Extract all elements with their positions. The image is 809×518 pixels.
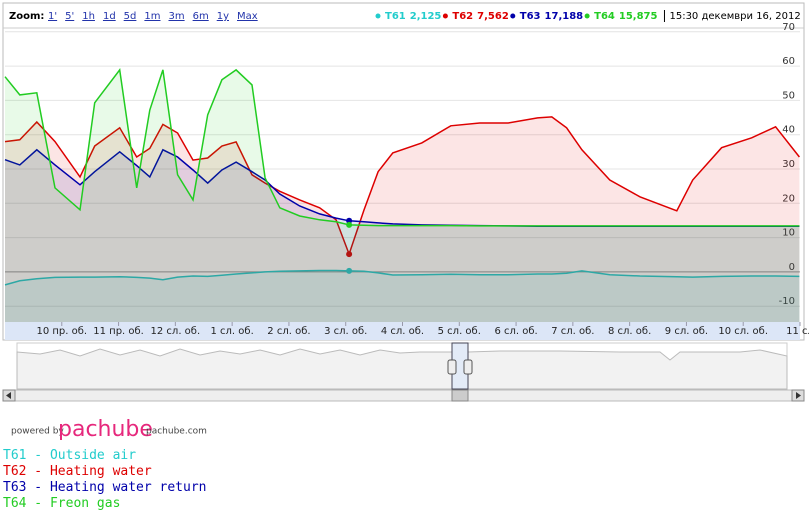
series-line: [4, 269, 800, 286]
legend-value: T64: [594, 11, 615, 22]
hover-point: [346, 251, 353, 258]
legend-dot: [375, 13, 381, 19]
x-axis-band: [5, 322, 800, 340]
zoom-option[interactable]: 1': [48, 11, 57, 22]
x-tick-label: 9 сл. об.: [665, 326, 708, 337]
logo: pachube: [58, 417, 153, 440]
x-tick-label: 12 сл. об.: [151, 326, 201, 337]
x-tick-label: 3 сл. об.: [324, 326, 367, 337]
x-tick-label: 11 пр. об.: [93, 326, 144, 337]
y-tick-label: 30: [782, 159, 795, 170]
chart: Zoom: 1' 5' 1h 1d 5d 1m 3m 6m 1y Max T61 2,125 T62 7…: [2, 2, 809, 440]
zoom-option[interactable]: 1m: [144, 11, 160, 22]
series-line: [4, 68, 800, 227]
zoom-label: Zoom:: [9, 11, 44, 22]
navigator-series: [467, 349, 788, 390]
series-area: [5, 270, 800, 322]
legend-entry: T61 - Outside air: [3, 448, 137, 463]
legend-value: 17,188: [545, 11, 584, 22]
legend-entry: T62 - Heating water: [3, 464, 152, 479]
y-tick-label: 60: [782, 56, 795, 67]
zoom-option[interactable]: 1h: [82, 11, 95, 22]
series-area: [5, 149, 800, 322]
site: pachube.com: [146, 427, 207, 437]
legend-dot: [510, 13, 516, 19]
y-tick-label: 0: [789, 262, 795, 273]
navigator-handle[interactable]: [447, 359, 457, 375]
series-area: [5, 116, 800, 323]
navigator-series: [16, 348, 453, 390]
hover-point: [346, 217, 353, 224]
scrollbar: [2, 389, 805, 402]
x-tick-label: 5 сл. об.: [438, 326, 481, 337]
y-tick-label: 70: [782, 22, 795, 33]
x-tick-label: 1 сл. об.: [211, 326, 254, 337]
zoom-option[interactable]: 5': [65, 11, 74, 22]
y-tick-label: 40: [782, 125, 795, 136]
scroll-thumb[interactable]: [451, 389, 469, 402]
powered-by: powered by: [11, 427, 64, 437]
legend-dot: [442, 13, 448, 19]
x-tick-label: 7 сл. об.: [551, 326, 594, 337]
legend-dot: [584, 13, 590, 19]
x-tick-label: 10 сл. об.: [718, 326, 768, 337]
hover-point: [346, 267, 353, 274]
legend-value: 15:30 декември 16, 2012: [669, 11, 800, 22]
legend: T61 - Outside air T62 - Heating water T63 …: [3, 448, 207, 512]
zoom-option[interactable]: 1y: [217, 11, 229, 22]
x-tick-label: 8 сл. об.: [608, 326, 651, 337]
zoom-option[interactable]: 6m: [193, 11, 209, 22]
zoom-option[interactable]: 5d: [124, 11, 137, 22]
x-tick-label: 11 сл: [786, 326, 809, 337]
arrow-icon: [6, 392, 11, 399]
arrow-icon: [796, 392, 801, 399]
x-tick-label: 4 сл. об.: [381, 326, 424, 337]
x-tick-label: 2 сл. об.: [267, 326, 310, 337]
zoom-option[interactable]: 1d: [103, 11, 116, 22]
legend-value: T62: [452, 11, 473, 22]
chart-frame: [2, 2, 805, 341]
legend-value: T61: [385, 11, 406, 22]
zoom-option[interactable]: Max: [237, 11, 258, 22]
x-tick-label: 10 пр. об.: [36, 326, 87, 337]
legend-entry: T64 - Freon gas: [3, 496, 121, 511]
y-tick-label: 50: [782, 90, 795, 101]
y-tick-label: -10: [779, 296, 795, 307]
y-tick-label: 10: [782, 228, 795, 239]
hover-point: [346, 221, 353, 228]
series-area: [5, 69, 800, 323]
x-tick-label: 6 сл. об.: [494, 326, 537, 337]
navigator-handle[interactable]: [463, 359, 473, 375]
legend-value: T63: [520, 11, 541, 22]
zoom-option[interactable]: 3m: [169, 11, 185, 22]
legend-entry: T63 - Heating water return: [3, 480, 207, 495]
legend-value: 2,125: [410, 11, 442, 22]
y-tick-label: 20: [782, 193, 795, 204]
legend-value: 15,875: [619, 11, 658, 22]
legend-value: 7,562: [477, 11, 509, 22]
